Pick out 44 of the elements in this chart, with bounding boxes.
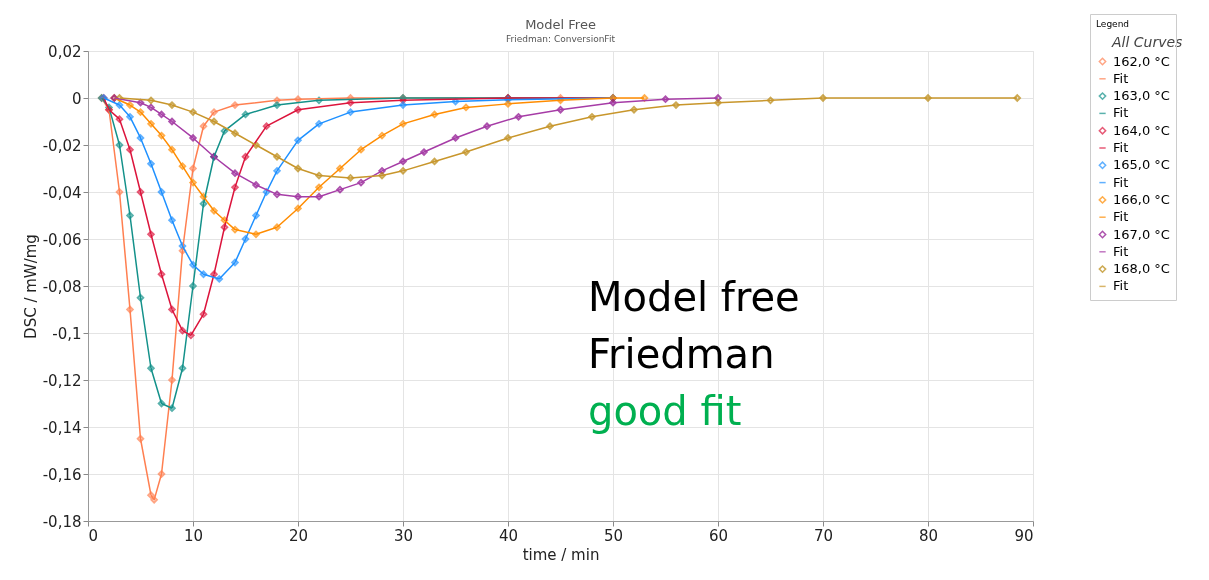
x-tick-label: 10	[183, 526, 204, 545]
legend-label: 162,0 °C	[1113, 53, 1170, 69]
legend-label: Fit	[1113, 174, 1129, 190]
x-tick-label: 70	[813, 526, 834, 545]
x-tick-label: 80	[918, 526, 939, 545]
legend-title: Legend	[1096, 19, 1130, 29]
legend-label: 163,0 °C	[1113, 88, 1170, 104]
x-tick-label: 60	[708, 526, 729, 545]
chart-title: Model Free	[525, 16, 596, 32]
legend-label: 164,0 °C	[1113, 122, 1170, 138]
x-tick-label: 20	[288, 526, 309, 545]
legend-label: Fit	[1113, 278, 1129, 294]
text: All Curves	[1111, 34, 1183, 50]
y-tick-label: -0,16	[42, 465, 82, 484]
legend-label: 167,0 °C	[1113, 226, 1170, 242]
y-tick-label: -0,12	[42, 371, 82, 390]
x-axis-title: time / min	[522, 545, 600, 564]
x-tick-label: 0	[88, 526, 99, 545]
y-tick-label: 0	[71, 89, 82, 108]
legend-label: 168,0 °C	[1113, 261, 1170, 277]
chart-subtitle: Friedman: ConversionFit	[506, 33, 616, 44]
legend-label: Fit	[1113, 243, 1129, 259]
annotation: Model free	[588, 274, 800, 320]
legend-label: Fit	[1113, 209, 1129, 225]
legend-label: 165,0 °C	[1113, 157, 1170, 173]
x-tick-label: 50	[603, 526, 624, 545]
y-tick-label: -0,08	[42, 277, 82, 296]
y-tick-label: -0,06	[42, 230, 82, 249]
legend-label: Fit	[1113, 140, 1129, 155]
y-tick-label: -0,04	[42, 183, 82, 202]
x-tick-label: 90	[1014, 526, 1034, 545]
annotation: Friedman	[588, 331, 775, 377]
y-tick-label: -0,1	[52, 324, 82, 343]
y-tick-label: -0,18	[42, 512, 82, 531]
y-tick-label: -0,02	[42, 136, 82, 155]
y-tick-label: -0,14	[42, 418, 82, 437]
legend-label: 166,0 °C	[1113, 191, 1170, 207]
y-tick-label: 0,02	[48, 42, 82, 61]
x-tick-label: 30	[393, 526, 414, 545]
y-axis-title: DSC / mW/mg	[21, 234, 40, 339]
annotation: good fit	[588, 388, 742, 434]
x-tick-label: 40	[498, 526, 519, 545]
legend-label: Fit	[1113, 105, 1129, 121]
legend-label: Fit	[1113, 70, 1129, 86]
